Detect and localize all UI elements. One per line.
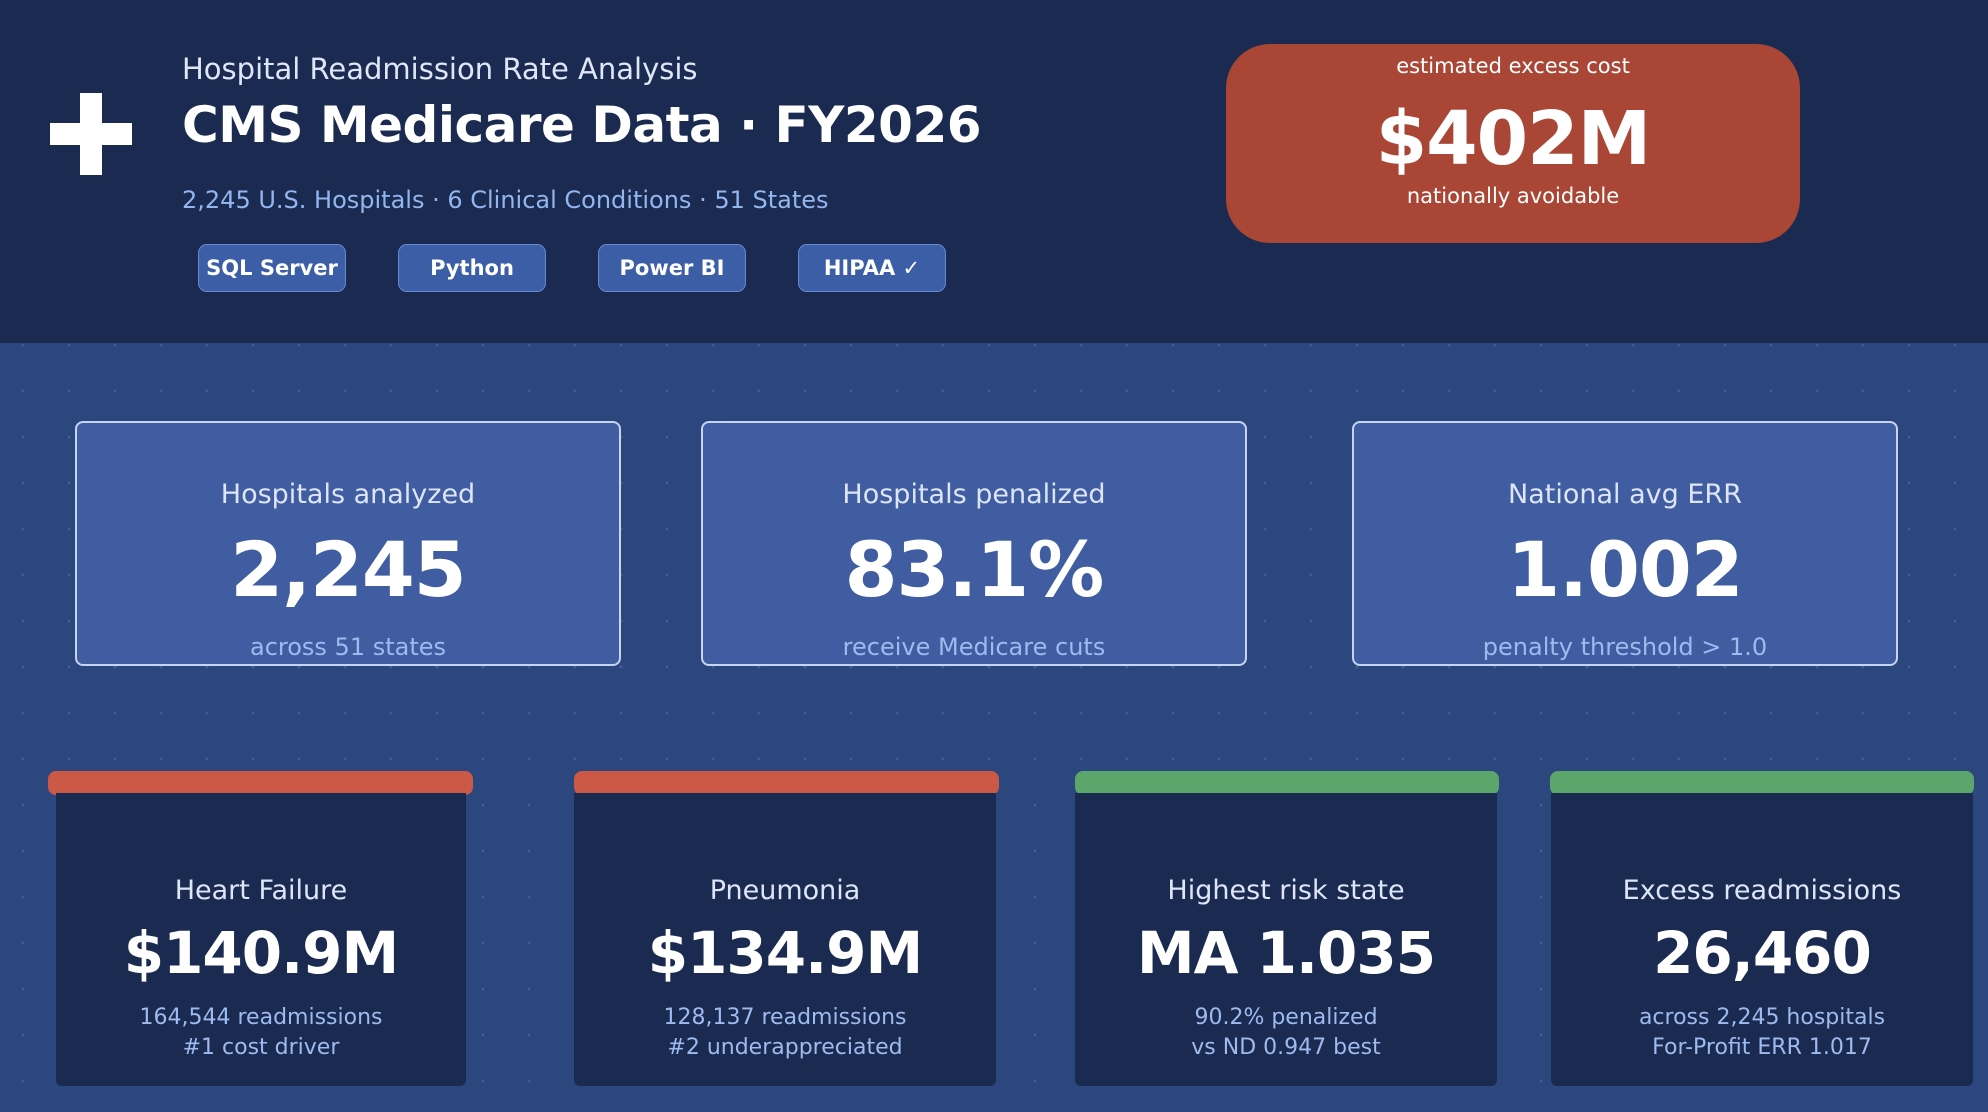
metric-detail: 90.2% penalized xyxy=(1194,1005,1378,1030)
stat-card-hospitals-penalized: Hospitals penalized 83.1% receive Medica… xyxy=(701,421,1247,666)
metric-detail: across 2,245 hospitals xyxy=(1638,1005,1886,1030)
page-title: CMS Medicare Data · FY2026 xyxy=(182,96,982,154)
stat-card-hospitals-analyzed: Hospitals analyzed 2,245 across 51 state… xyxy=(75,421,621,666)
excess-cost-card: estimated excess cost $402M nationally a… xyxy=(1226,44,1800,243)
metric-label: Highest risk state xyxy=(1167,875,1405,906)
stat-value: 83.1% xyxy=(844,525,1105,614)
medical-cross-icon xyxy=(50,93,132,175)
stat-label: Hospitals analyzed xyxy=(220,479,476,510)
metric-card-pneumonia: Pneumonia $134.9M 128,137 readmissions #… xyxy=(574,793,996,1086)
metric-card-highest-risk-state: Highest risk state MA 1.035 90.2% penali… xyxy=(1075,793,1497,1086)
metric-detail: 164,544 readmissions xyxy=(139,1005,383,1030)
tag-sql-server: SQL Server xyxy=(198,244,346,292)
metric-value: 26,460 xyxy=(1653,919,1872,987)
metric-accent-bar-green xyxy=(1075,771,1499,795)
tag-hipaa: HIPAA ✓ xyxy=(798,244,946,292)
stat-note: receive Medicare cuts xyxy=(842,633,1106,661)
stat-value: 1.002 xyxy=(1507,525,1743,614)
tag-power-bi: Power BI xyxy=(598,244,746,292)
metric-card-excess-readmissions: Excess readmissions 26,460 across 2,245 … xyxy=(1551,793,1973,1086)
excess-cost-value: $402M xyxy=(1375,96,1652,182)
stat-label: Hospitals penalized xyxy=(842,479,1106,510)
metric-label: Pneumonia xyxy=(709,875,861,906)
metric-label: Excess readmissions xyxy=(1622,875,1902,906)
stat-label: National avg ERR xyxy=(1508,479,1742,510)
tag-python: Python xyxy=(398,244,546,292)
metric-detail: #1 cost driver xyxy=(182,1035,340,1060)
metric-value: $140.9M xyxy=(123,919,400,987)
page-subtitle: Hospital Readmission Rate Analysis xyxy=(182,52,698,86)
metric-detail: 128,137 readmissions xyxy=(663,1005,907,1030)
metric-detail: vs ND 0.947 best xyxy=(1191,1035,1381,1060)
excess-cost-label: estimated excess cost xyxy=(1396,54,1630,78)
stat-note: across 51 states xyxy=(249,633,447,661)
header-banner: Hospital Readmission Rate Analysis CMS M… xyxy=(0,0,1988,343)
stat-value: 2,245 xyxy=(230,525,466,614)
metric-accent-bar-green xyxy=(1550,771,1974,795)
metric-value: $134.9M xyxy=(647,919,924,987)
metric-label: Heart Failure xyxy=(174,875,348,906)
metric-accent-bar-red xyxy=(48,771,473,795)
excess-cost-note: nationally avoidable xyxy=(1406,184,1620,208)
metric-detail: For-Profit ERR 1.017 xyxy=(1652,1035,1872,1060)
metric-detail: #2 underappreciated xyxy=(667,1035,903,1060)
metric-accent-bar-red xyxy=(574,771,999,795)
metric-value: MA 1.035 xyxy=(1136,919,1436,987)
metric-card-heart-failure: Heart Failure $140.9M 164,544 readmissio… xyxy=(56,793,466,1086)
stat-note: penalty threshold > 1.0 xyxy=(1482,633,1768,661)
dataset-summary: 2,245 U.S. Hospitals · 6 Clinical Condit… xyxy=(182,186,829,214)
stat-card-national-avg-err: National avg ERR 1.002 penalty threshold… xyxy=(1352,421,1898,666)
